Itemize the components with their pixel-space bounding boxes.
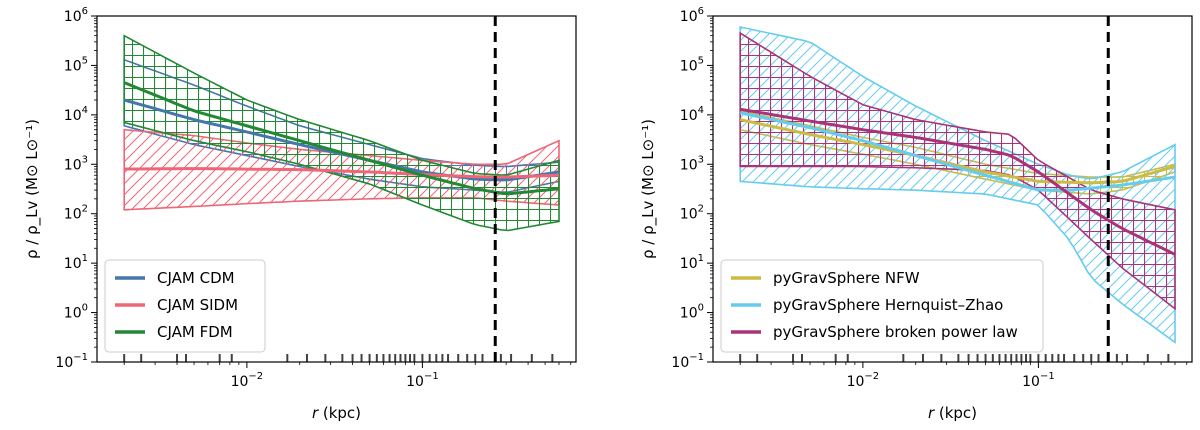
y-tick-label: 106: [64, 6, 88, 25]
y-tick-label: 100: [64, 303, 88, 322]
plot-area: [739, 16, 1176, 362]
y-tick-label: 102: [680, 204, 704, 223]
right-panel: 10−1 100 101 102 103 104 105 106 10−2 10−1 r (kpc)…: [639, 6, 1193, 422]
x-tick-label: 10−2: [231, 371, 264, 390]
median-line-pygravsphere-nfw: [739, 118, 1176, 185]
legend-label: CJAM FDM: [157, 323, 233, 341]
band-pygravsphere-broken-power-law: [739, 31, 1176, 311]
axes-frame: [96, 15, 577, 363]
legend: CJAM CDM CJAM SIDM CJAM FDM: [104, 259, 266, 353]
y-tick-label: 10−1: [671, 352, 704, 371]
x-tick-label: 10−1: [406, 371, 439, 390]
y-axis-label: ρ / ρ_Lv (M⊙ L⊙⁻¹): [639, 119, 658, 259]
y-tick-label: 100: [680, 303, 704, 322]
x-axis-label: r (kpc): [312, 404, 361, 422]
y-tick-label: 101: [680, 253, 704, 272]
left-panel: 10−1 100 101 102 103 104 105 106 10−2 10−1 r (kpc)…: [23, 6, 577, 422]
legend: pyGravSphere NFW pyGravSphere Hernquist–Z…: [720, 259, 1044, 353]
legend-label: CJAM SIDM: [157, 296, 238, 314]
y-axis-label: ρ / ρ_Lv (M⊙ L⊙⁻¹): [23, 119, 42, 259]
y-tick-label: 101: [64, 253, 88, 272]
median-line-cjam-fdm: [123, 81, 560, 196]
y-tick-label: 103: [64, 154, 88, 173]
median-line-cjam-cdm: [123, 98, 560, 182]
median-line-cjam-sidm: [124, 167, 560, 179]
median-line-pygravsphere-broken-power-law: [739, 107, 1176, 256]
y-tick-label: 102: [64, 204, 88, 223]
x-tick-label: 10−2: [847, 371, 880, 390]
y-tick-label: 106: [680, 6, 704, 25]
y-tick-label: 104: [680, 105, 704, 124]
x-tick-label: 10−1: [1022, 371, 1055, 390]
legend-box: [104, 259, 266, 353]
y-tick-label: 105: [64, 55, 88, 74]
y-tick-label: 105: [680, 55, 704, 74]
legend-label: pyGravSphere NFW: [773, 269, 920, 287]
median-line-pygravsphere-hernquist-zhao: [739, 111, 1176, 192]
axes-frame: [712, 15, 1193, 363]
y-tick-label: 10−1: [55, 352, 88, 371]
y-tick-label: 104: [64, 105, 88, 124]
legend-label: CJAM CDM: [157, 269, 235, 287]
plot-area: [123, 16, 560, 362]
x-axis-label: r (kpc): [928, 404, 977, 422]
y-tick-label: 103: [680, 154, 704, 173]
legend-label: pyGravSphere Hernquist–Zhao: [773, 296, 1003, 314]
legend-label: pyGravSphere broken power law: [773, 323, 1018, 341]
legend-box: [720, 259, 1044, 353]
